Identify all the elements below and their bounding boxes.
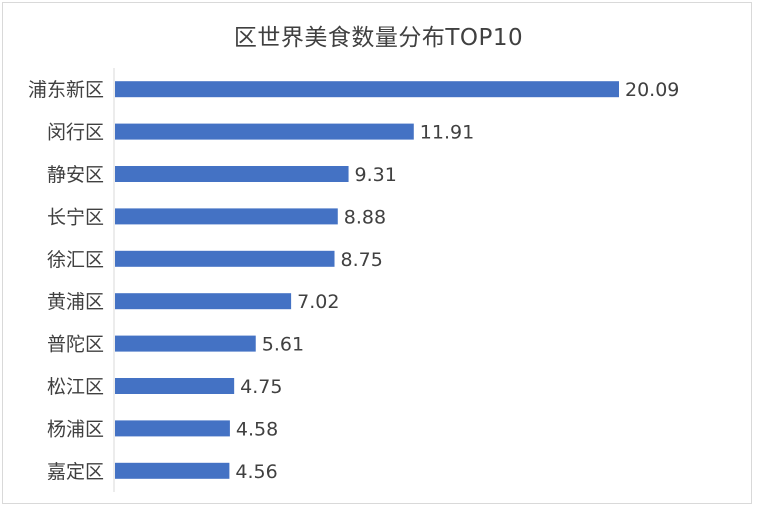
category-label: 嘉定区 xyxy=(47,461,104,483)
data-label: 8.75 xyxy=(341,249,383,271)
data-label: 4.56 xyxy=(235,461,277,483)
bar xyxy=(115,208,338,225)
category-label: 静安区 xyxy=(47,164,104,186)
bar xyxy=(115,123,414,140)
data-label: 11.91 xyxy=(420,122,474,144)
bar xyxy=(115,293,292,310)
category-label: 浦东新区 xyxy=(28,79,104,101)
category-label: 杨浦区 xyxy=(47,418,104,440)
category-label: 黄浦区 xyxy=(47,291,104,313)
category-label: 普陀区 xyxy=(47,334,104,356)
category-label: 徐汇区 xyxy=(47,249,104,271)
data-label: 8.88 xyxy=(344,206,386,228)
data-label: 20.09 xyxy=(625,79,679,101)
data-label: 4.58 xyxy=(236,418,278,440)
bar xyxy=(115,335,256,352)
data-label: 5.61 xyxy=(262,334,304,356)
data-label: 7.02 xyxy=(297,291,339,313)
bar xyxy=(115,166,349,182)
bar xyxy=(115,250,335,267)
bar xyxy=(115,378,235,394)
bar xyxy=(115,420,230,437)
category-label: 长宁区 xyxy=(47,206,104,228)
bar xyxy=(115,462,230,479)
bar xyxy=(115,81,619,98)
category-label: 闵行区 xyxy=(47,122,104,144)
chart-title: 区世界美食数量分布TOP10 xyxy=(233,25,524,51)
category-label: 松江区 xyxy=(47,376,104,398)
data-label: 4.75 xyxy=(240,376,282,398)
data-label: 9.31 xyxy=(355,164,397,186)
